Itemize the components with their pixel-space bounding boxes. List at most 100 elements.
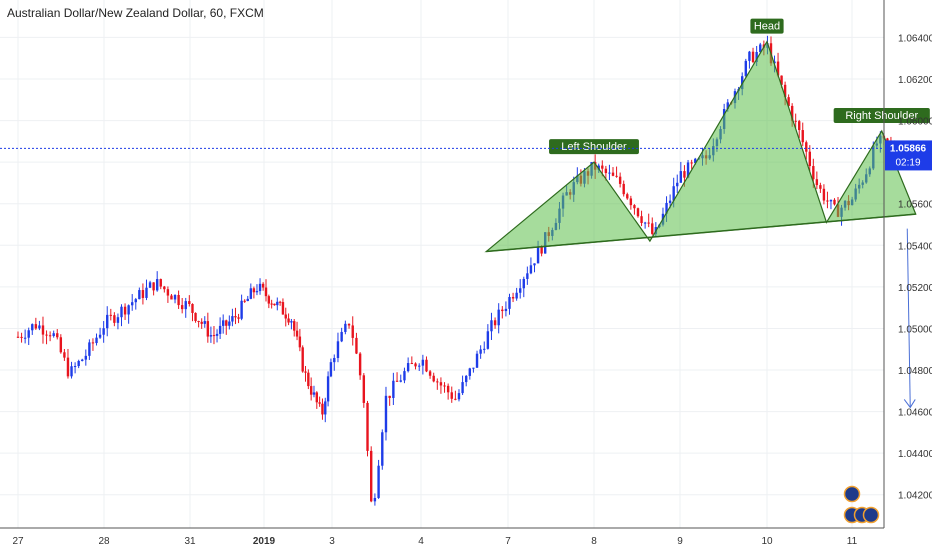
candle-body [490,320,493,332]
candle-body [432,375,435,382]
candle-body [780,75,783,85]
candle-body [200,321,203,324]
candle-body [326,376,330,402]
candle-body [221,320,225,326]
candle-body [773,61,776,64]
candle-body [243,300,246,302]
candle-body [622,183,625,195]
candle-body [155,279,159,291]
candle-body [166,289,170,296]
y-tick-label: 1.04800 [898,366,932,377]
candle-body [425,359,428,372]
candle-body [501,309,504,312]
candle-body [726,102,729,110]
candle-body [234,316,237,318]
candle-body [66,357,70,377]
candle-body [414,363,417,367]
candle-body [203,321,206,324]
candle-body [27,330,30,338]
candle-body [127,305,130,315]
candle-body [362,375,366,403]
corner-badges[interactable] [843,485,880,524]
candle-body [106,314,109,329]
candle-body [95,337,98,344]
candle-body [261,283,265,288]
candle-body [461,382,464,394]
candle-body [410,363,414,365]
candle-body [249,288,253,299]
candle-body [829,199,833,202]
candle-body [826,200,829,202]
candle-body [215,333,219,336]
candle-body [252,288,256,293]
candle-body [808,151,811,167]
x-tick-label: 28 [98,536,110,547]
candle-body [134,299,137,303]
candle-body [464,375,468,383]
candle-body [819,185,822,189]
candle-body [388,395,391,398]
candle-body [822,188,826,201]
candle-body [604,168,608,174]
event-flag-icon[interactable] [843,485,861,503]
candle-body [690,162,693,164]
candle-body [148,282,152,288]
candle-body [197,320,200,322]
y-tick-label: 1.05600 [898,200,932,211]
candle-body [759,44,762,53]
pattern-label-bg [833,107,930,123]
candle-body [194,312,197,321]
candle-body [206,321,210,337]
candle-body [152,282,155,291]
candle-body [225,320,228,326]
candle-body [312,392,316,395]
candle-body [540,246,543,254]
pattern-label: Right Shoulder [845,110,918,122]
candle-body [373,497,377,502]
candle-body [783,84,787,98]
candle-body [228,321,231,326]
candle-body [258,283,262,292]
y-tick-label: 1.04200 [898,491,932,502]
candle-body [443,385,446,387]
candle-body [428,371,432,376]
candle-body [475,353,479,368]
candle-body [315,392,319,403]
candle-body [31,324,34,331]
candle-body [418,365,421,367]
candle-body [483,348,486,350]
candle-body [529,265,533,274]
candle-body [301,347,304,372]
candle-body [522,278,525,289]
candle-body [833,199,836,205]
x-tick-label: 27 [12,536,24,547]
candle-body [446,385,450,393]
candle-body [309,386,313,395]
pattern-fill [484,40,917,253]
candle-body [173,294,177,300]
event-flag-icon[interactable] [862,506,880,524]
candle-body [91,342,95,344]
candle-body [399,380,402,382]
candle-body [668,200,672,203]
candle-body [23,337,27,339]
y-tick-label: 1.05000 [898,324,932,335]
candle-body [436,381,439,383]
candle-body [77,360,80,367]
candle-body [293,321,296,331]
candle-body [246,298,249,302]
candle-body [255,291,259,293]
candle-body [640,216,643,224]
x-tick-label: 31 [184,536,196,547]
candle-body [457,393,461,400]
candle-body [276,301,279,306]
candle-body [486,331,490,349]
head-and-shoulders-pattern: Left Shoulder Head Right Shoulder [0,18,930,409]
candle-body [284,314,287,319]
candle-body [672,186,675,201]
candle-body [113,315,116,323]
candle-body [16,336,20,338]
candle-body [52,333,55,337]
